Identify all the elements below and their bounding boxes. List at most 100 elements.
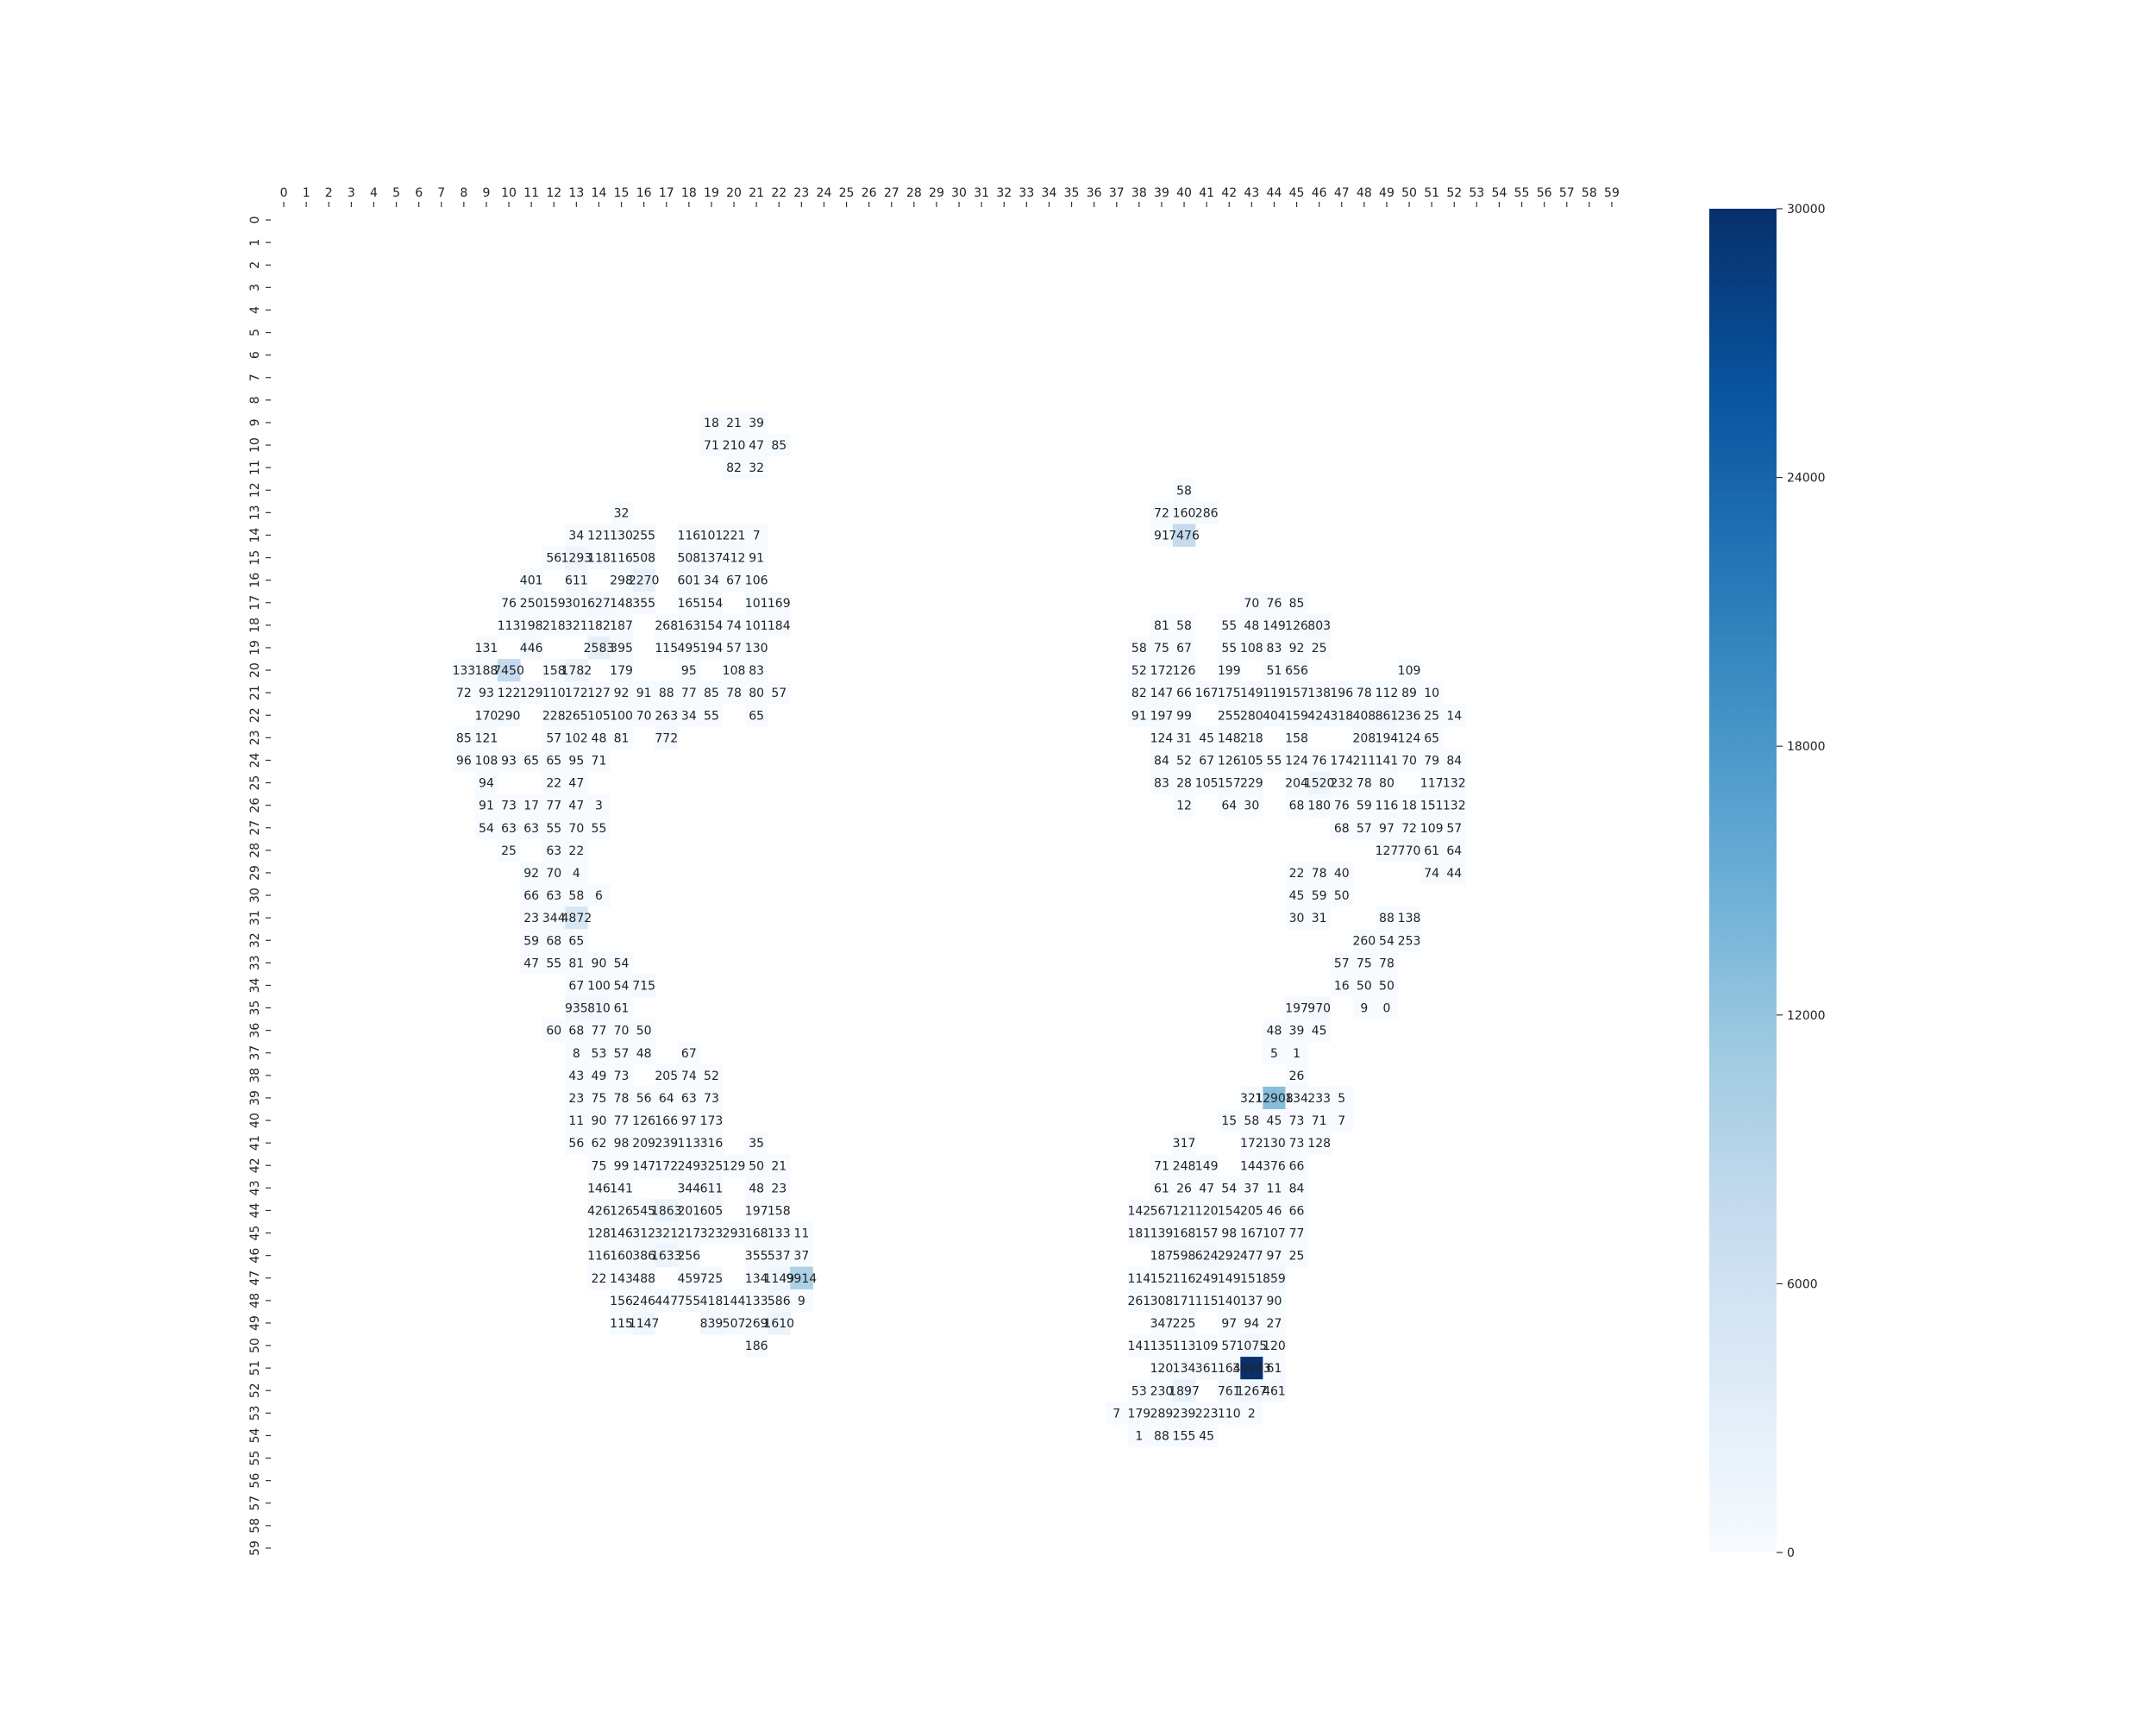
cell-value-label: 110 [542,687,566,700]
cell-value-label: 83 [1154,777,1169,791]
heatmap-cell [1352,816,1376,840]
heatmap-cell [610,1199,633,1222]
heatmap-cell [542,771,566,794]
heatmap-cell [768,613,791,637]
heatmap-cell [1218,771,1241,794]
cell-value-label: 70 [636,709,652,723]
cell-value-label: 92 [614,687,630,700]
cell-value-label: 32 [749,461,764,475]
cell-value-label: 47 [749,439,764,453]
x-tick-label: 48 [1357,186,1372,200]
cell-value-label: 45 [1267,1114,1282,1128]
heatmap-cell [1307,996,1332,1019]
cell-value-label: 48 [636,1047,652,1061]
heatmap-cell [610,546,633,569]
cell-value-label: 97 [1379,822,1395,836]
cell-value-label: 316 [700,1137,724,1151]
heatmap-cell [1420,771,1444,794]
heatmap-cell [1218,1199,1241,1222]
heatmap-cell [1195,1154,1219,1177]
x-tick-label: 0 [280,186,288,200]
heatmap-cell [655,1154,679,1177]
heatmap-cell [768,681,791,705]
heatmap-cell [1218,1244,1241,1268]
heatmap-cell [768,1289,791,1313]
heatmap-cell [1218,681,1241,705]
cell-value-label: 82 [1131,687,1147,700]
heatmap-cell [1330,771,1354,794]
cell-value-label: 167 [1195,687,1219,700]
heatmap-cell [745,568,768,593]
cell-value-label: 197 [1285,1002,1308,1016]
heatmap-cell [1307,884,1332,907]
cell-value-label: 447 [655,1295,678,1308]
heatmap-cell [610,1289,633,1313]
heatmap-cell [1307,906,1332,930]
cell-value-label: 839 [700,1317,724,1331]
cell-value-label: 627 [587,597,611,611]
x-tick-label: 1 [303,186,310,200]
cell-value-label: 204 [1285,777,1308,791]
heatmap-cell [1398,794,1421,818]
heatmap-cell [1240,681,1263,705]
heatmap-cell [677,591,701,615]
cell-value-label: 57 [726,642,742,656]
cell-value-label: 459 [677,1272,700,1286]
heatmap-cell [587,1109,611,1132]
cell-value-label: 187 [610,619,633,633]
cell-value-label: 55 [546,822,561,836]
cell-value-label: 1 [1135,1429,1143,1443]
cell-value-label: 126 [1173,664,1196,678]
heatmap-cell [632,1289,656,1313]
heatmap-cell [1173,794,1196,818]
cell-value-label: 30 [1289,912,1305,925]
cell-value-label: 59 [1312,889,1327,903]
cell-value-label: 293 [723,1227,746,1241]
cell-value-label: 2583 [584,642,615,656]
cell-value-label: 90 [592,957,607,970]
heatmap-cell [1285,1199,1308,1222]
cell-value-label: 209 [632,1137,655,1151]
heatmap-cell [655,1063,679,1088]
cell-value-label: 67 [726,574,742,588]
cell-value-label: 65 [749,709,764,723]
heatmap-cell [542,591,566,615]
cell-value-label: 68 [1289,800,1305,813]
cell-value-label: 4872 [561,912,592,925]
cell-value-label: 78 [1312,867,1327,881]
x-tick-label: 30 [951,186,967,200]
heatmap-cell [1330,861,1354,885]
cell-value-label: 82 [726,461,742,475]
cell-value-label: 1863 [651,1204,682,1218]
cell-value-label: 40 [1334,867,1350,881]
heatmap-cell [1150,501,1174,524]
cell-value-label: 89 [1401,687,1417,700]
cell-value-label: 93 [479,687,494,700]
cell-value-label: 113 [498,619,521,633]
cell-value-label: 347 [1150,1317,1174,1331]
heatmap-cell [1173,1266,1196,1290]
heatmap-cell [565,726,588,750]
heatmap-cell [1398,681,1421,705]
cell-value-label: 114 [1127,1272,1150,1286]
heatmap-cell [1173,726,1196,750]
cell-value-label: 58 [568,889,584,903]
y-tick-label: 4 [248,306,262,314]
x-tick-label: 12 [546,186,561,200]
heatmap-cell [1195,1357,1219,1380]
heatmap-cell [1420,749,1444,772]
cell-value-label: 110 [1218,1407,1241,1421]
cell-value-label: 12 [1176,800,1192,813]
cell-value-label: 134 [1173,1362,1196,1376]
cell-value-label: 45 [1289,889,1305,903]
y-tick-label: 37 [248,1045,262,1061]
cell-value-label: 100 [610,709,633,723]
cell-value-label: 120 [1150,1362,1174,1376]
heatmap-cell [632,704,656,727]
cell-value-label: 72 [1154,506,1169,520]
heatmap-cell [1127,1402,1151,1425]
heatmap-cell [565,771,588,794]
cell-value-label: 141 [610,1182,633,1195]
cell-value-label: 211 [1352,754,1376,768]
cell-value-label: 208 [1352,731,1376,745]
